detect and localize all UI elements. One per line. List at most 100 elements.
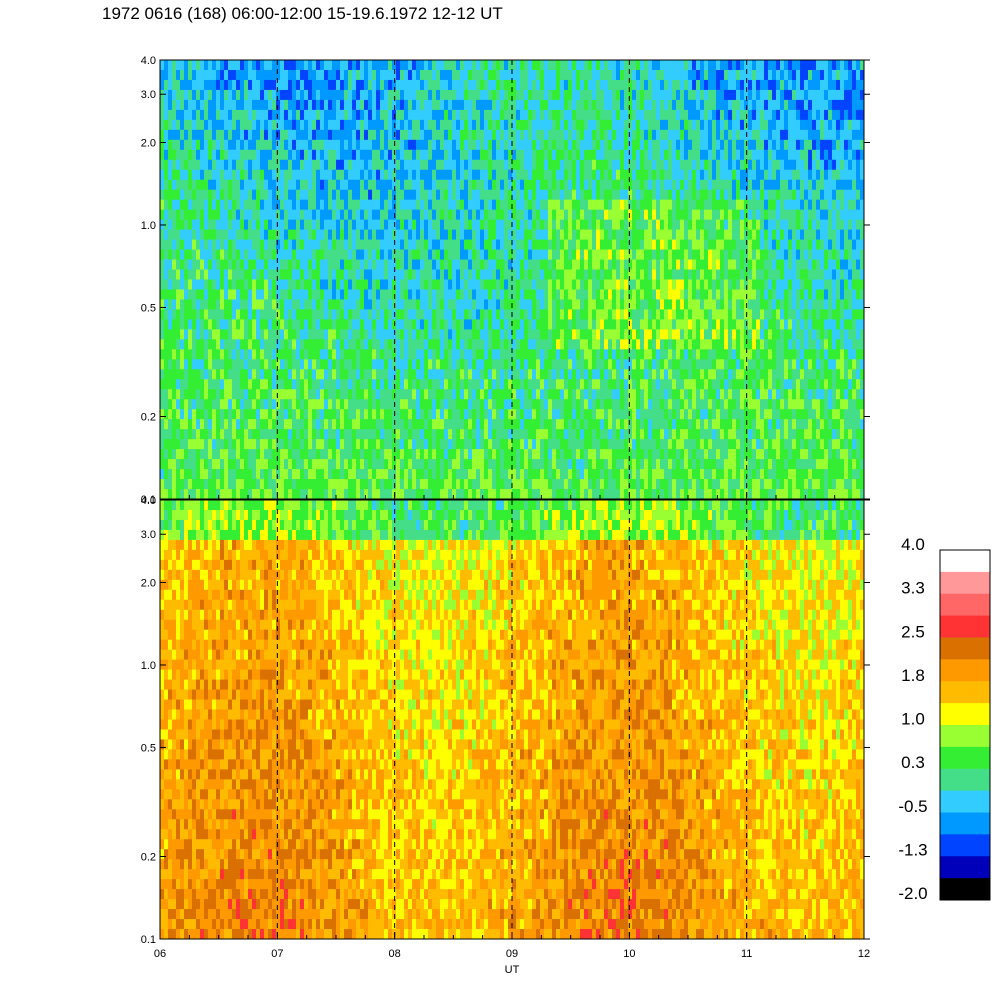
heatmap-cell [576,120,580,130]
heatmap-cell [656,289,660,299]
heatmap-cell [596,299,600,309]
heatmap-cell [664,210,668,220]
heatmap-cell [332,180,336,190]
heatmap-cell [216,100,220,110]
heatmap-cell [748,230,752,240]
heatmap-cell [240,150,244,160]
heatmap-cell [648,190,652,200]
heatmap-cell [400,309,404,319]
heatmap-cell [332,329,336,339]
heatmap-cell [176,80,180,90]
heatmap-cell [396,80,400,90]
heatmap-cell [828,230,832,240]
heatmap-cell [612,250,616,260]
heatmap-cell [460,100,464,110]
heatmap-cell [460,60,464,70]
heatmap-cell [840,260,844,270]
heatmap-cell [824,120,828,130]
heatmap-cell [836,90,840,100]
heatmap-cell [712,270,716,280]
heatmap-cell [840,140,844,150]
heatmap-cell [792,140,796,150]
heatmap-cell [196,299,200,309]
heatmap-cell [196,260,200,270]
heatmap-cell [832,170,836,180]
heatmap-cell [160,80,164,90]
heatmap-cell [352,120,356,130]
heatmap-cell [180,160,184,170]
heatmap-cell [584,150,588,160]
heatmap-cell [328,260,332,270]
heatmap-cell [668,140,672,150]
heatmap-cell [308,270,312,280]
heatmap-cell [524,80,528,90]
heatmap-cell [220,240,224,250]
heatmap-cell [736,260,740,270]
heatmap-cell [420,160,424,170]
heatmap-cell [624,130,628,140]
heatmap-cell [272,180,276,190]
heatmap-cell [676,120,680,130]
heatmap-cell [832,250,836,260]
heatmap-cell [828,260,832,270]
heatmap-cell [380,180,384,190]
heatmap-cell [472,70,476,80]
heatmap-cell [520,90,524,100]
heatmap-cell [164,160,168,170]
heatmap-cell [312,120,316,130]
heatmap-cell [628,80,632,90]
heatmap-cell [220,170,224,180]
heatmap-cell [168,200,172,210]
heatmap-cell [472,190,476,200]
heatmap-cell [272,309,276,319]
heatmap-cell [340,180,344,190]
heatmap-cell [548,319,552,329]
heatmap-cell [228,289,232,299]
heatmap-cell [224,250,228,260]
heatmap-cell [648,150,652,160]
heatmap-cell [196,110,200,120]
heatmap-cell [512,170,516,180]
heatmap-cell [384,100,388,110]
heatmap-cell [280,289,284,299]
heatmap-cell [768,140,772,150]
heatmap-cell [520,130,524,140]
heatmap-cell [384,190,388,200]
heatmap-cell [640,90,644,100]
heatmap-cell [540,70,544,80]
heatmap-cell [664,170,668,180]
heatmap-cell [756,130,760,140]
heatmap-cell [812,90,816,100]
heatmap-cell [704,250,708,260]
heatmap-cell [800,190,804,200]
heatmap-cell [344,180,348,190]
heatmap-cell [556,280,560,290]
heatmap-cell [828,140,832,150]
heatmap-cell [368,210,372,220]
heatmap-cell [424,250,428,260]
heatmap-cell [168,260,172,270]
heatmap-cell [620,60,624,70]
heatmap-cell [604,60,608,70]
heatmap-cell [256,130,260,140]
heatmap-cell [180,100,184,110]
heatmap-cell [424,329,428,339]
heatmap-cell [580,270,584,280]
heatmap-cell [308,280,312,290]
heatmap-cell [576,130,580,140]
heatmap-cell [308,170,312,180]
heatmap-cell [552,110,556,120]
heatmap-cell [408,130,412,140]
heatmap-cell [716,250,720,260]
heatmap-cell [160,339,164,349]
heatmap-cell [732,319,736,329]
heatmap-cell [484,90,488,100]
heatmap-cell [548,309,552,319]
heatmap-cell [300,289,304,299]
heatmap-cell [640,329,644,339]
heatmap-cell [728,200,732,210]
heatmap-cell [772,319,776,329]
heatmap-cell [708,329,712,339]
heatmap-cell [804,250,808,260]
heatmap-cell [796,140,800,150]
